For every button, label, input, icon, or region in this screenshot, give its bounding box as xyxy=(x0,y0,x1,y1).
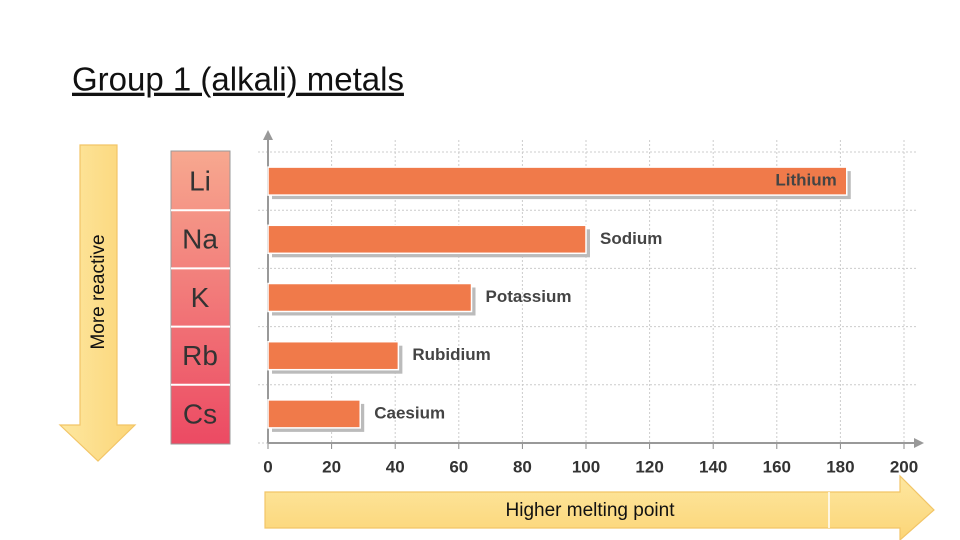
element-symbol: Na xyxy=(182,224,218,255)
x-tick-label: 200 xyxy=(890,457,918,476)
x-tick-label: 180 xyxy=(826,457,854,476)
x-tick-label: 40 xyxy=(386,457,405,476)
bar-label: Rubidium xyxy=(412,345,490,364)
bar xyxy=(267,166,848,196)
element-symbol: K xyxy=(191,282,210,313)
x-tick-label: 0 xyxy=(263,457,272,476)
element-symbol: Rb xyxy=(182,340,218,371)
melting-arrow xyxy=(264,474,935,540)
x-annotation: Higher melting point xyxy=(506,500,676,521)
x-tick-label: 60 xyxy=(449,457,468,476)
bar-label: Lithium xyxy=(775,171,836,190)
bar xyxy=(267,340,400,371)
bar xyxy=(267,224,587,255)
x-tick-label: 20 xyxy=(322,457,341,476)
bar xyxy=(267,399,361,429)
element-symbol: Cs xyxy=(183,398,217,429)
element-symbol: Li xyxy=(189,165,211,196)
bar-label: Potassium xyxy=(486,287,572,306)
y-annotation: More reactive xyxy=(88,234,109,349)
x-tick-label: 120 xyxy=(635,457,663,476)
x-tick-label: 80 xyxy=(513,457,532,476)
x-tick-label: 160 xyxy=(763,457,791,476)
x-tick-label: 100 xyxy=(572,457,600,476)
bar-label: Caesium xyxy=(374,403,445,422)
bar xyxy=(267,282,473,313)
bar-label: Sodium xyxy=(600,229,662,248)
symbol-column xyxy=(170,150,231,445)
reactivity-arrow xyxy=(58,144,137,462)
x-axis-arrow xyxy=(914,438,924,448)
x-tick-label: 140 xyxy=(699,457,727,476)
slide-title: Group 1 (alkali) metals xyxy=(72,61,404,98)
y-axis-arrow xyxy=(263,130,273,140)
